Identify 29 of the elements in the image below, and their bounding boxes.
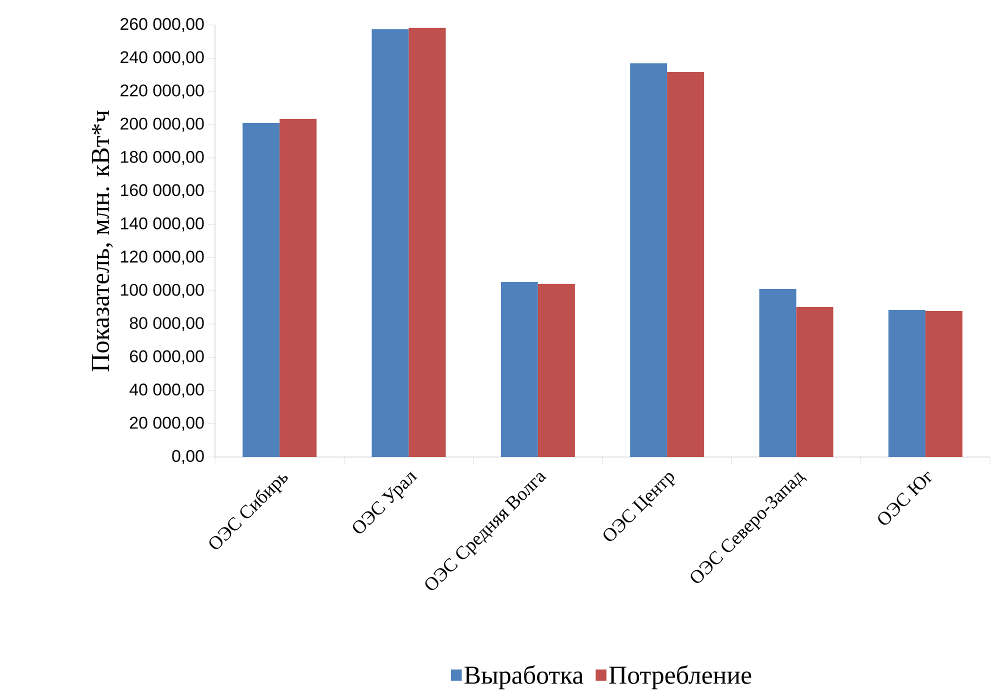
- y-tick-label: 40 000,00: [130, 384, 204, 398]
- y-tick-label: 220 000,00: [120, 84, 204, 98]
- bar: [888, 310, 926, 457]
- bar: [500, 282, 538, 457]
- bar: [242, 123, 280, 457]
- y-tick-label: 260 000,00: [120, 18, 204, 32]
- bar: [796, 306, 834, 457]
- bar: [372, 29, 409, 457]
- bar: [408, 28, 446, 457]
- y-tick-label: 140 000,00: [121, 217, 204, 232]
- y-tick-label: 80 000,00: [130, 317, 204, 332]
- bar: [280, 118, 317, 457]
- bar: [667, 72, 704, 457]
- y-tick-label: 160 000,00: [121, 184, 204, 198]
- y-tick-label: 0,00: [172, 450, 204, 464]
- legend-label: Выработка: [464, 665, 584, 690]
- bar: [538, 284, 575, 457]
- legend-label: Потребление: [609, 665, 752, 690]
- bar: [759, 289, 796, 457]
- y-tick-label: 200 000,00: [120, 118, 204, 132]
- y-axis-title: Показатель, млн. кВт*ч: [92, 110, 113, 372]
- y-tick-label: 100 000,00: [121, 284, 204, 298]
- bar: [630, 63, 668, 457]
- y-tick-label: 120 000,00: [121, 250, 204, 265]
- bar: [925, 310, 962, 457]
- y-tick-label: 180 000,00: [121, 150, 204, 165]
- y-tick-label: 20 000,00: [130, 416, 204, 431]
- y-tick-label: 60 000,00: [130, 350, 204, 364]
- y-tick-label: 240 000,00: [120, 51, 204, 66]
